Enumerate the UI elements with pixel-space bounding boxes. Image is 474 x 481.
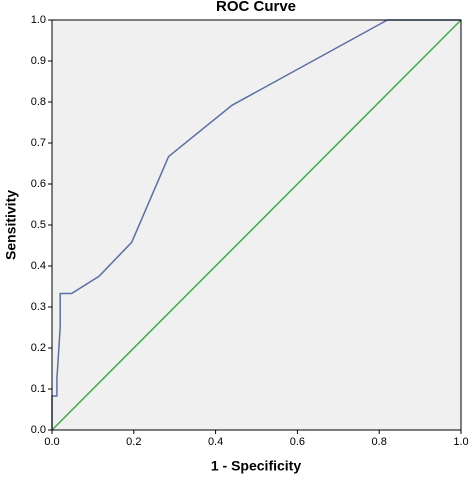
x-tick-label: 0.0 [44, 436, 59, 448]
x-tick-label: 1.0 [453, 436, 468, 448]
x-tick-label: 0.4 [208, 436, 223, 448]
chart-title: ROC Curve [216, 0, 296, 15]
x-axis-label: 1 - Specificity [211, 458, 301, 474]
series-line [51, 19, 461, 430]
x-tick-label: 0.8 [372, 436, 387, 448]
series-line [51, 19, 462, 431]
x-tick-label: 0.6 [290, 436, 305, 448]
y-tick-label: 0.3 [31, 301, 46, 313]
y-tick-label: 0.8 [31, 96, 46, 108]
y-tick-label: 0.7 [31, 137, 46, 149]
y-tick-label: 0.2 [31, 342, 46, 354]
y-tick-label: 0.6 [31, 178, 46, 190]
y-tick-label: 0.4 [31, 260, 46, 272]
y-tick-label: 1.0 [31, 14, 46, 26]
y-tick-label: 0.1 [31, 383, 46, 395]
x-tick-label: 0.2 [126, 436, 141, 448]
y-axis-label: Sensitivity [3, 190, 19, 260]
y-tick-label: 0.0 [31, 424, 46, 436]
y-tick-label: 0.9 [31, 55, 46, 67]
y-tick-label: 0.5 [31, 219, 46, 231]
plot-frame [51, 19, 462, 431]
